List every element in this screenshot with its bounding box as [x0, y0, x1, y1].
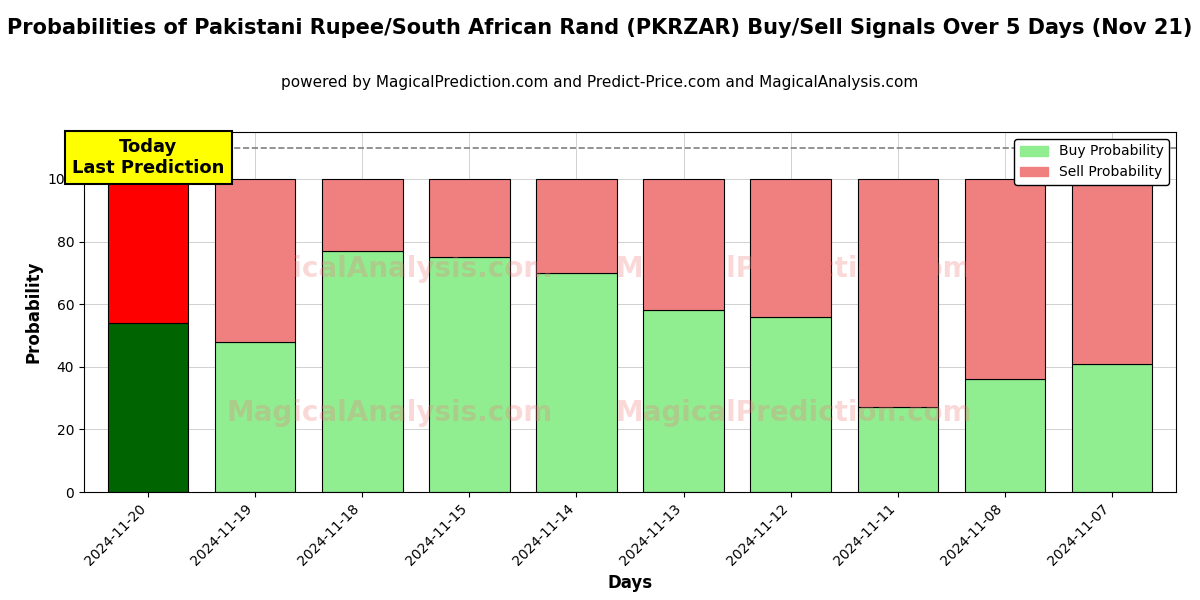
Bar — [108, 179, 188, 323]
Text: Probabilities of Pakistani Rupee/South African Rand (PKRZAR) Buy/Sell Signals Ov: Probabilities of Pakistani Rupee/South A… — [7, 18, 1193, 38]
Legend: Buy Probability, Sell Probability: Buy Probability, Sell Probability — [1014, 139, 1169, 185]
Bar — [215, 179, 295, 342]
Bar — [858, 407, 937, 492]
Bar — [965, 379, 1045, 492]
Bar — [965, 179, 1045, 379]
Bar — [323, 251, 402, 492]
X-axis label: Days: Days — [607, 574, 653, 592]
Text: powered by MagicalPrediction.com and Predict-Price.com and MagicalAnalysis.com: powered by MagicalPrediction.com and Pre… — [281, 75, 919, 90]
Bar — [750, 317, 830, 492]
Bar — [643, 310, 724, 492]
Bar — [430, 179, 510, 257]
Bar — [1072, 179, 1152, 364]
Bar — [536, 273, 617, 492]
Bar — [108, 323, 188, 492]
Y-axis label: Probability: Probability — [24, 261, 42, 363]
Bar — [215, 342, 295, 492]
Text: MagicalAnalysis.com: MagicalAnalysis.com — [227, 255, 553, 283]
Bar — [1072, 364, 1152, 492]
Text: Today
Last Prediction: Today Last Prediction — [72, 138, 224, 177]
Bar — [858, 179, 937, 407]
Bar — [536, 179, 617, 273]
Text: MagicalAnalysis.com: MagicalAnalysis.com — [227, 399, 553, 427]
Bar — [750, 179, 830, 317]
Text: MagicalPrediction.com: MagicalPrediction.com — [616, 399, 972, 427]
Text: MagicalPrediction.com: MagicalPrediction.com — [616, 255, 972, 283]
Bar — [323, 179, 402, 251]
Bar — [643, 179, 724, 310]
Bar — [430, 257, 510, 492]
